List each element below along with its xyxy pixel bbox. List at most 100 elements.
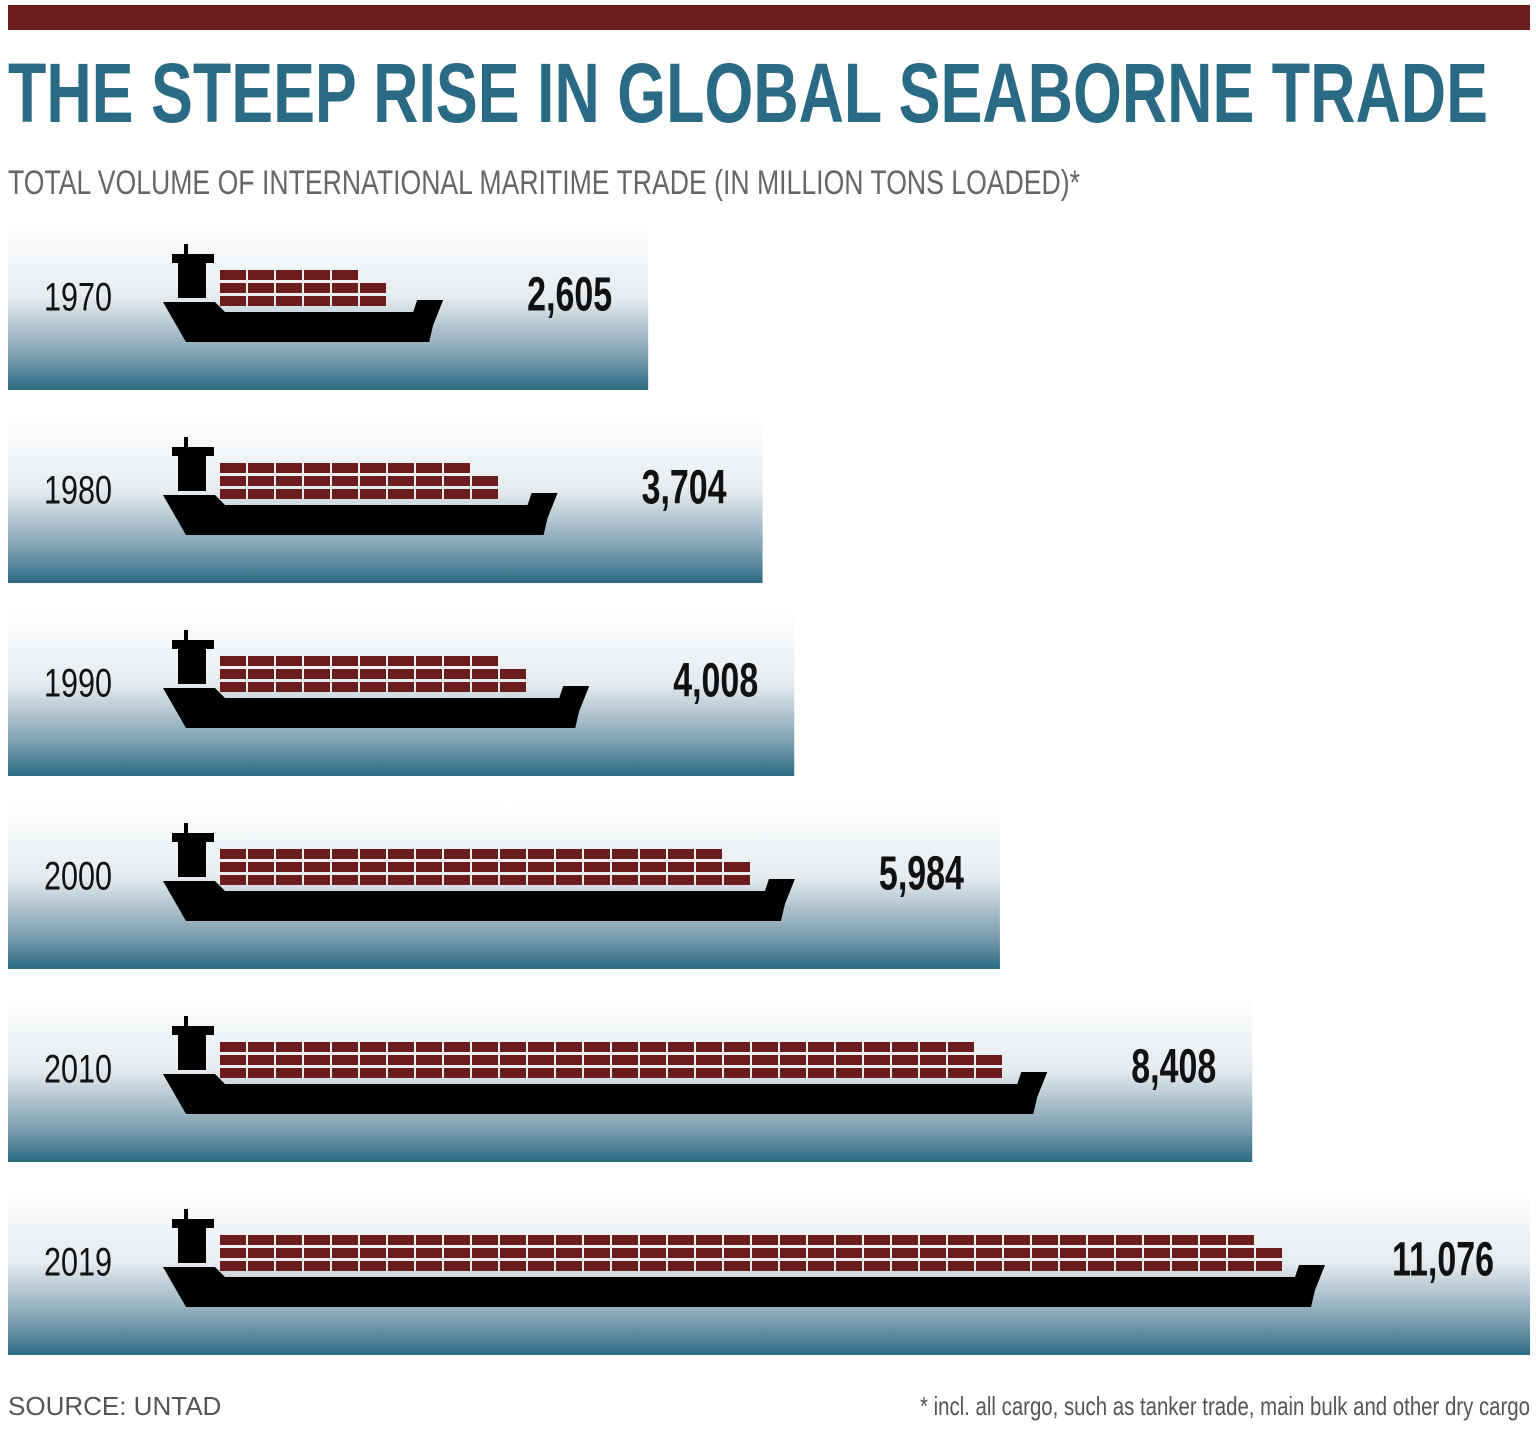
container <box>416 849 442 859</box>
container <box>444 463 470 473</box>
container <box>332 296 358 306</box>
container <box>640 1068 666 1078</box>
container <box>528 1261 554 1271</box>
category-label: 2000 <box>44 855 112 899</box>
container <box>556 1042 582 1052</box>
container <box>948 1042 974 1052</box>
container <box>360 682 386 692</box>
container <box>248 656 274 666</box>
container <box>472 1261 498 1271</box>
container <box>416 1261 442 1271</box>
container <box>640 1055 666 1065</box>
container <box>248 669 274 679</box>
container <box>976 1055 1002 1065</box>
container <box>416 862 442 872</box>
container <box>920 1261 946 1271</box>
container <box>416 1248 442 1258</box>
container <box>332 849 358 859</box>
container <box>752 1261 778 1271</box>
container <box>1004 1248 1030 1258</box>
container <box>220 1068 246 1078</box>
ship <box>163 1209 1325 1307</box>
container <box>332 669 358 679</box>
container <box>220 463 246 473</box>
container <box>1144 1235 1170 1245</box>
container <box>472 682 498 692</box>
container <box>892 1248 918 1258</box>
container <box>780 1261 806 1271</box>
container <box>444 656 470 666</box>
chart-subtitle: TOTAL VOLUME OF INTERNATIONAL MARITIME T… <box>8 164 1080 202</box>
container <box>1228 1248 1254 1258</box>
container <box>388 656 414 666</box>
container <box>500 1068 526 1078</box>
container <box>444 489 470 499</box>
container <box>332 1261 358 1271</box>
container <box>276 875 302 885</box>
hull <box>163 300 444 342</box>
container <box>472 1068 498 1078</box>
container <box>472 1055 498 1065</box>
container <box>416 875 442 885</box>
container <box>696 1055 722 1065</box>
container <box>276 1068 302 1078</box>
container <box>836 1261 862 1271</box>
container <box>696 1042 722 1052</box>
container <box>724 1055 750 1065</box>
container <box>864 1055 890 1065</box>
container <box>1088 1261 1114 1271</box>
bridge <box>172 447 214 456</box>
container <box>220 656 246 666</box>
container <box>640 1248 666 1258</box>
container <box>696 1261 722 1271</box>
container <box>444 1068 470 1078</box>
container <box>360 669 386 679</box>
container <box>1032 1235 1058 1245</box>
container <box>528 875 554 885</box>
container <box>360 1248 386 1258</box>
container <box>388 1248 414 1258</box>
container <box>920 1042 946 1052</box>
container <box>696 1248 722 1258</box>
container <box>640 1235 666 1245</box>
category-label: 2010 <box>44 1048 112 1092</box>
container <box>976 1261 1002 1271</box>
container <box>332 1248 358 1258</box>
container <box>780 1248 806 1258</box>
container <box>808 1042 834 1052</box>
container <box>276 1055 302 1065</box>
container <box>220 296 246 306</box>
container <box>360 849 386 859</box>
container <box>332 283 358 293</box>
container <box>528 1055 554 1065</box>
container <box>416 1042 442 1052</box>
container <box>360 875 386 885</box>
container <box>332 1068 358 1078</box>
bar-row: 1990 4,008 <box>8 608 795 776</box>
container <box>248 875 274 885</box>
container <box>444 682 470 692</box>
container <box>584 1055 610 1065</box>
bridge <box>172 1219 214 1228</box>
container <box>304 875 330 885</box>
container <box>1200 1248 1226 1258</box>
container <box>276 476 302 486</box>
container <box>416 682 442 692</box>
container <box>304 1261 330 1271</box>
bar-row: 1980 3,704 <box>8 415 763 583</box>
footnote: * incl. all cargo, such as tanker trade,… <box>920 1391 1530 1421</box>
container <box>416 669 442 679</box>
container <box>444 1261 470 1271</box>
container <box>752 1055 778 1065</box>
container <box>304 463 330 473</box>
container <box>612 1055 638 1065</box>
container <box>612 875 638 885</box>
container <box>920 1055 946 1065</box>
tower <box>178 1227 206 1263</box>
container <box>668 1042 694 1052</box>
source: SOURCE: UNTAD <box>8 1391 221 1421</box>
container <box>304 283 330 293</box>
container <box>388 1261 414 1271</box>
chart-title: THE STEEP RISE IN GLOBAL SEABORNE TRADE <box>8 46 1488 140</box>
